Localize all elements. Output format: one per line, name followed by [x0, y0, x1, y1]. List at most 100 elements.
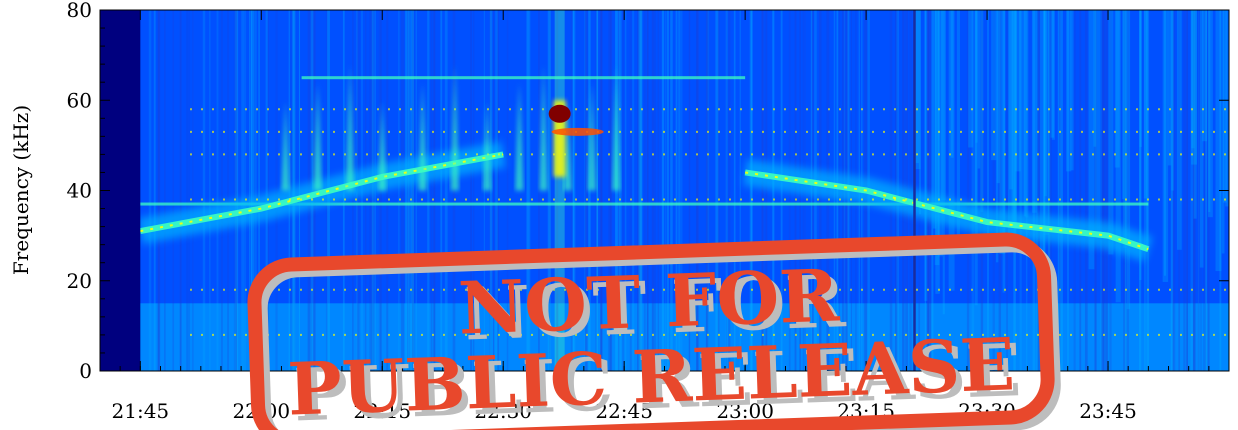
texture-streak — [1203, 10, 1207, 371]
bright-streak — [1167, 10, 1172, 166]
texture-streak — [600, 10, 603, 371]
texture-streak — [405, 10, 408, 371]
texture-streak — [772, 10, 775, 371]
texture-streak — [549, 10, 551, 371]
texture-streak — [411, 10, 414, 371]
line-emission — [100, 202, 1149, 206]
texture-streak — [639, 10, 643, 371]
texture-streak — [1042, 10, 1046, 371]
texture-streak — [600, 10, 603, 371]
bright-streak — [915, 10, 921, 170]
burst-spike — [378, 100, 387, 191]
texture-streak — [398, 10, 400, 371]
bright-streak — [977, 10, 981, 169]
texture-streak — [1035, 10, 1039, 371]
texture-streak — [234, 10, 238, 371]
x-axis: 21:45 22:00 22:15 22:30 22:45 23:00 23:15 23:30… — [99, 10, 1230, 423]
texture-streak — [966, 10, 970, 371]
texture-streak — [706, 10, 708, 371]
texture-streak — [412, 10, 415, 371]
texture-streak — [148, 10, 152, 371]
bright-streak — [995, 10, 999, 263]
burst-spike — [612, 64, 621, 191]
burst-spike — [515, 82, 524, 191]
texture-streak — [1170, 10, 1173, 371]
bright-streak — [1007, 10, 1013, 246]
bright-streak — [980, 10, 984, 212]
texture-streak — [251, 10, 254, 371]
bright-streak — [999, 10, 1006, 254]
texture-streak — [1104, 10, 1107, 371]
bright-streak — [1051, 10, 1055, 140]
bright-streak — [1225, 10, 1229, 207]
bright-streak — [1039, 10, 1046, 315]
bright-streak — [991, 10, 997, 161]
bright-streak — [1094, 10, 1101, 235]
bright-streak — [1019, 10, 1025, 206]
texture-streak — [678, 10, 680, 371]
bright-streak — [1208, 10, 1211, 213]
texture-streak — [573, 10, 575, 371]
texture-streak — [717, 10, 720, 371]
x-tick-label: 22:30 — [474, 399, 532, 423]
texture-streak — [1192, 10, 1196, 371]
texture-streak — [696, 10, 699, 371]
texture-streak — [688, 10, 691, 371]
texture-streak — [739, 10, 741, 371]
texture-streak — [992, 10, 994, 371]
texture-streak — [1123, 10, 1126, 371]
texture-streak — [444, 10, 448, 371]
texture-streak — [637, 10, 640, 371]
texture-streak — [253, 10, 256, 371]
texture-streak — [1171, 10, 1174, 371]
texture-streak — [411, 10, 414, 371]
bright-streak — [1199, 10, 1204, 268]
texture-streak — [1172, 10, 1174, 371]
bright-streak — [948, 10, 955, 291]
texture-streak — [526, 10, 530, 371]
texture-streak — [629, 10, 632, 371]
bright-streak — [1043, 10, 1047, 197]
bright-streak — [950, 10, 954, 158]
bright-streak — [1031, 10, 1037, 213]
bright-streak — [1093, 10, 1097, 147]
texture-streak — [538, 10, 540, 371]
texture-streak — [1193, 10, 1196, 371]
texture-streak — [187, 10, 190, 371]
texture-streak — [216, 10, 219, 371]
texture-streak — [1073, 10, 1076, 371]
texture-streak — [607, 10, 611, 371]
bright-streak — [1191, 10, 1197, 165]
burst-spike — [563, 100, 572, 191]
texture-streak — [596, 10, 598, 371]
y-tick-label: 0 — [79, 359, 92, 383]
texture-streak — [1197, 10, 1200, 371]
x-tick-label: 22:15 — [353, 399, 411, 423]
texture-streak — [670, 10, 673, 371]
texture-streak — [172, 10, 175, 371]
bright-streak — [914, 10, 920, 164]
texture-streak — [696, 10, 700, 371]
x-tick-label: 23:45 — [1079, 399, 1137, 423]
texture-streak — [667, 10, 669, 371]
stamp-line1: NOT FOR — [457, 252, 842, 350]
texture-streak — [1146, 10, 1150, 371]
bright-streak — [1066, 10, 1072, 172]
bright-streak — [942, 10, 945, 315]
x-tick-label: 22:45 — [595, 399, 653, 423]
bright-streak — [1023, 10, 1027, 217]
texture-streak — [987, 10, 989, 371]
texture-streak — [573, 10, 576, 371]
texture-streak — [1124, 10, 1127, 371]
texture-streak — [265, 10, 268, 371]
bright-streak — [1043, 10, 1049, 235]
texture-streak — [1032, 10, 1036, 371]
texture-streak — [924, 10, 927, 371]
burst-peak — [548, 104, 571, 123]
texture-streak — [1205, 10, 1207, 371]
texture-streak — [430, 10, 433, 371]
texture-streak — [1094, 10, 1097, 371]
texture-streak — [250, 10, 253, 371]
texture-streak — [751, 10, 753, 371]
texture-streak — [495, 10, 498, 371]
